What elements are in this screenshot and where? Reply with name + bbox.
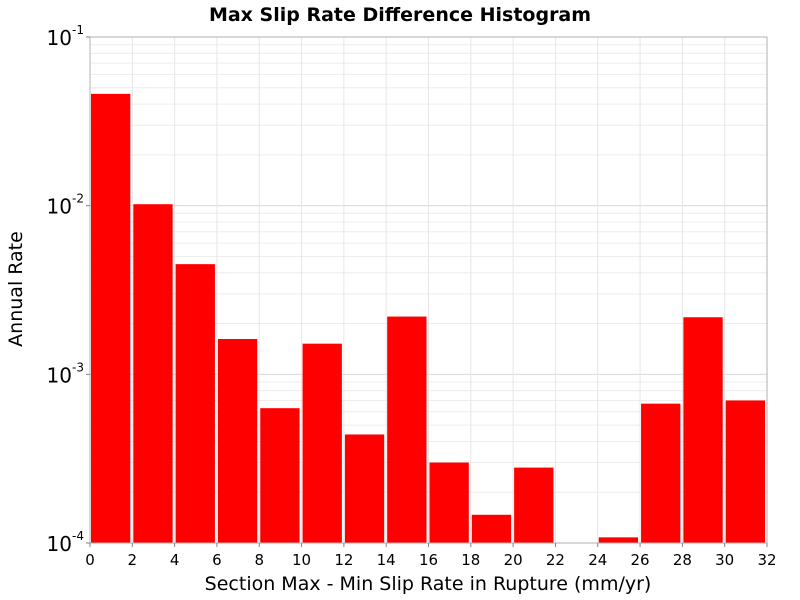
histogram-bar	[133, 204, 173, 543]
histogram-bar	[514, 467, 554, 543]
x-tick-label: 0	[85, 551, 95, 569]
x-tick-label: 24	[588, 551, 607, 569]
y-tick-label: 10	[47, 26, 72, 50]
y-tick-label: 10	[47, 532, 72, 556]
y-axis-label: Annual Rate	[5, 231, 27, 347]
histogram-bar	[387, 316, 427, 543]
histogram-bar	[471, 514, 512, 543]
x-tick-label: 22	[546, 551, 565, 569]
x-tick-label: 20	[504, 551, 523, 569]
histogram-bar	[641, 403, 681, 543]
y-tick-exponent: -2	[72, 192, 84, 206]
y-tick-label: 10	[47, 195, 72, 219]
x-tick-label: 18	[461, 551, 480, 569]
histogram-bar	[344, 434, 385, 543]
histogram-bar	[260, 408, 300, 543]
histogram-bar	[217, 338, 258, 543]
y-tick-exponent: -3	[72, 360, 84, 374]
x-tick-label: 14	[377, 551, 396, 569]
x-tick-label: 12	[334, 551, 353, 569]
x-tick-label: 28	[673, 551, 692, 569]
y-tick-exponent: -1	[72, 23, 84, 37]
histogram-bar	[91, 93, 131, 543]
x-tick-label: 16	[419, 551, 438, 569]
x-tick-label: 2	[128, 551, 138, 569]
y-tick-exponent: -4	[72, 529, 84, 543]
x-tick-label: 8	[254, 551, 264, 569]
histogram-bar	[302, 343, 342, 543]
histogram-bar	[683, 317, 723, 543]
histogram-bar	[429, 462, 469, 543]
histogram-bar	[598, 537, 639, 543]
x-axis-label: Section Max - Min Slip Rate in Rupture (…	[205, 573, 652, 595]
x-tick-label: 4	[170, 551, 180, 569]
histogram-bar	[175, 264, 215, 543]
x-tick-label: 6	[212, 551, 222, 569]
y-tick-label: 10	[47, 363, 72, 387]
x-tick-label: 10	[292, 551, 311, 569]
x-tick-label: 30	[715, 551, 734, 569]
histogram-bar	[725, 400, 765, 543]
x-tick-label: 26	[631, 551, 650, 569]
chart-title: Max Slip Rate Difference Histogram	[209, 4, 591, 26]
x-tick-label: 32	[757, 551, 776, 569]
